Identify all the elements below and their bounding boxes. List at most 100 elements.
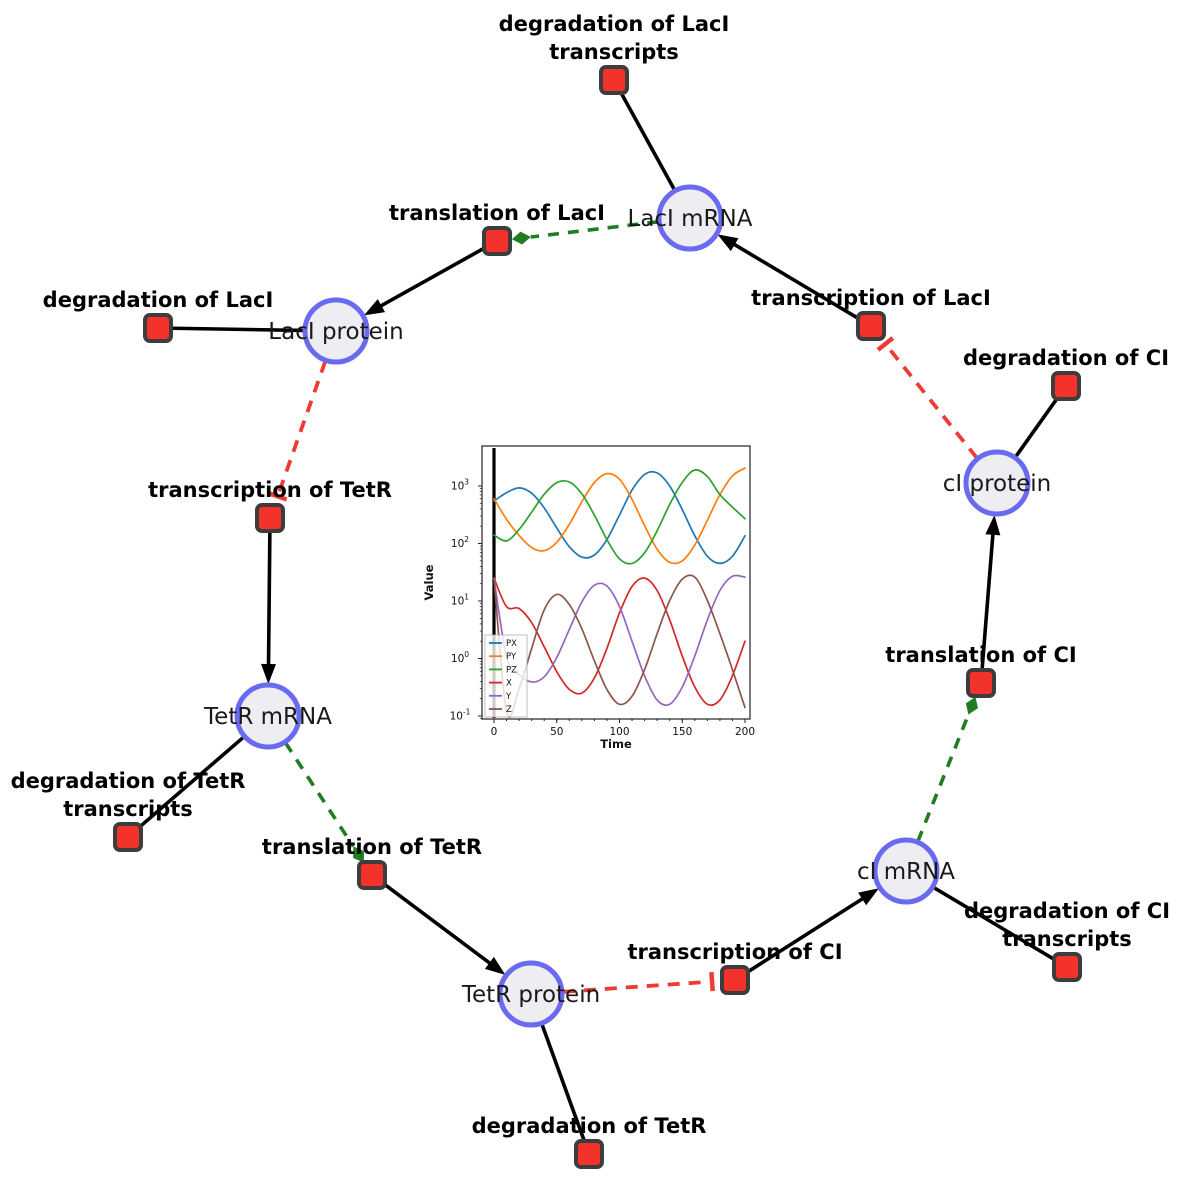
legend-label-PZ: PZ: [506, 665, 517, 675]
x-tick-label: 100: [609, 726, 629, 738]
modifier-diamond-icon: [511, 231, 531, 245]
edge-tx_tetr-tetr_mrna: [266, 532, 272, 671]
chart-legend: PX PY PZ XYZ: [484, 634, 528, 718]
edge-tetr_protein-deg_tetr: [540, 1023, 586, 1141]
species-label-laci_mrna: LacI mRNA: [628, 206, 753, 232]
reaction-label-transl_laci: translation of LacI: [389, 201, 605, 225]
reaction-label-deg_laci_tx: degradation of LacI: [499, 12, 730, 36]
species-node-ci_mrna: [872, 837, 940, 905]
x-tick-label: 50: [550, 726, 563, 738]
edge-ci_protein-tx_laci: [887, 346, 979, 460]
nodes: [113, 65, 1082, 1169]
species-label-ci_protein: cI protein: [943, 471, 1052, 497]
species-label-laci_protein: LacI protein: [268, 319, 403, 345]
chart-series-X: [493, 577, 746, 707]
chart-series: [493, 467, 746, 718]
edge-transl_ci-ci_protein: [980, 528, 996, 669]
reaction-node-deg_ci_tx: [1052, 952, 1082, 982]
edges: [138, 92, 1059, 1141]
edge-ci_mrna-deg_ci_tx: [932, 885, 1056, 961]
arrowhead-icon: [363, 299, 386, 316]
inhibitor-bar-icon: [876, 336, 895, 352]
chart-series-PY: [493, 467, 746, 565]
reaction-node-transl_ci: [966, 668, 996, 698]
edge-laci_mrna-deg_laci_tx: [619, 92, 677, 191]
edge-tetr_mrna-deg_tetr_tx: [138, 735, 245, 829]
chart-series-Y: [493, 574, 746, 707]
axes-frame: [481, 445, 751, 720]
reaction-label-deg_tetr: degradation of TetR: [472, 1114, 707, 1138]
species-node-laci_protein: [302, 297, 370, 365]
chart-series-PZ: [493, 468, 746, 565]
species-label-ci_mrna: cI mRNA: [857, 859, 955, 885]
species-node-tetr_protein: [497, 960, 565, 1028]
chart-background: [422, 432, 767, 762]
reaction-node-deg_ci: [1051, 371, 1081, 401]
legend-label-PY: PY: [506, 652, 517, 662]
edge-transl_tetr-tetr_protein: [382, 882, 496, 968]
reaction-node-tx_laci: [856, 311, 886, 341]
legend-label-X: X: [506, 679, 512, 689]
reaction-label-deg_ci_tx: transcripts: [1002, 927, 1132, 951]
edge-ci_protein-deg_ci: [1014, 397, 1059, 458]
chart-series-PX: [493, 470, 746, 565]
reaction-label-deg_tetr_tx: degradation of TetR: [11, 769, 246, 793]
reaction-label-tx_laci: transcription of LacI: [751, 286, 991, 310]
edge-laci_mrna-transl_laci: [530, 219, 659, 239]
x-axis-label: Time: [600, 737, 632, 751]
arrowhead-icon: [858, 888, 880, 906]
reaction-node-deg_laci_tx: [599, 65, 629, 95]
edge-tx_ci-ci_mrna: [746, 894, 869, 974]
edge-laci_protein-deg_laci: [172, 326, 305, 333]
reaction-label-deg_tetr_tx: transcripts: [63, 797, 193, 821]
x-tick-label: 200: [735, 726, 755, 738]
timeseries-chart: 0 50 100 150 200 103 102 101 100 10-1 PX PY PZ X Y Z Tim…: [422, 432, 767, 762]
species-node-ci_protein: [963, 449, 1031, 517]
reaction-label-transl_tetr: translation of TetR: [262, 835, 482, 859]
species-label-tetr_protein: TetR protein: [461, 982, 600, 1008]
inhibitor-bar-icon: [709, 971, 715, 992]
reaction-node-tx_ci: [720, 965, 750, 995]
edge-transl_laci-laci_protein: [375, 246, 485, 311]
timeseries-plot: 0 50 100 150 20010310210110010-1PXPYPZXYZTim…: [422, 432, 767, 762]
reaction-label-tx_tetr: transcription of TetR: [148, 478, 392, 502]
species-node-laci_mrna: [656, 184, 724, 252]
x-tick-label: 0: [491, 726, 498, 738]
modifier-diamond-icon: [965, 696, 978, 715]
reaction-label-deg_ci: degradation of CI: [963, 346, 1169, 370]
edge-laci_protein-tx_tetr: [277, 360, 328, 493]
legend-label-PX: PX: [506, 639, 517, 649]
chart-series-Z: [493, 574, 746, 718]
edge-ci_mrna-transl_ci: [916, 713, 971, 842]
x-tick-label: 150: [672, 726, 692, 738]
reaction-node-transl_laci: [482, 226, 512, 256]
reaction-label-tx_ci: transcription of CI: [627, 940, 842, 964]
reaction-node-deg_tetr_tx: [113, 822, 143, 852]
arrowhead-icon: [484, 956, 506, 975]
reaction-label-transl_ci: translation of CI: [885, 643, 1076, 667]
reaction-label-deg_ci_tx: degradation of CI: [964, 899, 1170, 923]
reaction-node-deg_laci: [143, 313, 173, 343]
edge-tetr_protein-tx_ci: [562, 980, 708, 994]
reaction-node-deg_tetr: [574, 1139, 604, 1169]
legend-box: [484, 634, 528, 718]
inhibitor-bar-icon: [267, 491, 288, 502]
legend-label-Z: Z: [506, 705, 512, 715]
reaction-label-deg_laci_tx: transcripts: [549, 40, 679, 64]
species-node-tetr_mrna: [234, 682, 302, 750]
legend-label-Y: Y: [505, 692, 512, 702]
reaction-node-tx_tetr: [255, 503, 285, 533]
reaction-label-deg_laci: degradation of LacI: [43, 288, 274, 312]
edge-tetr_mrna-transl_tetr: [284, 741, 355, 848]
labels: LacI mRNA LacI protein cI protein TetR mRNA…: [11, 12, 1170, 1138]
reaction-node-transl_tetr: [357, 860, 387, 890]
edge-tx_laci-laci_mrna: [728, 240, 860, 320]
y-axis-label: Value: [422, 564, 436, 600]
species-label-tetr_mrna: TetR mRNA: [203, 704, 332, 730]
arrowhead-icon: [261, 663, 277, 685]
arrowhead-icon: [717, 234, 739, 252]
arrowhead-icon: [985, 514, 1001, 536]
modifier-diamond-icon: [353, 846, 365, 863]
